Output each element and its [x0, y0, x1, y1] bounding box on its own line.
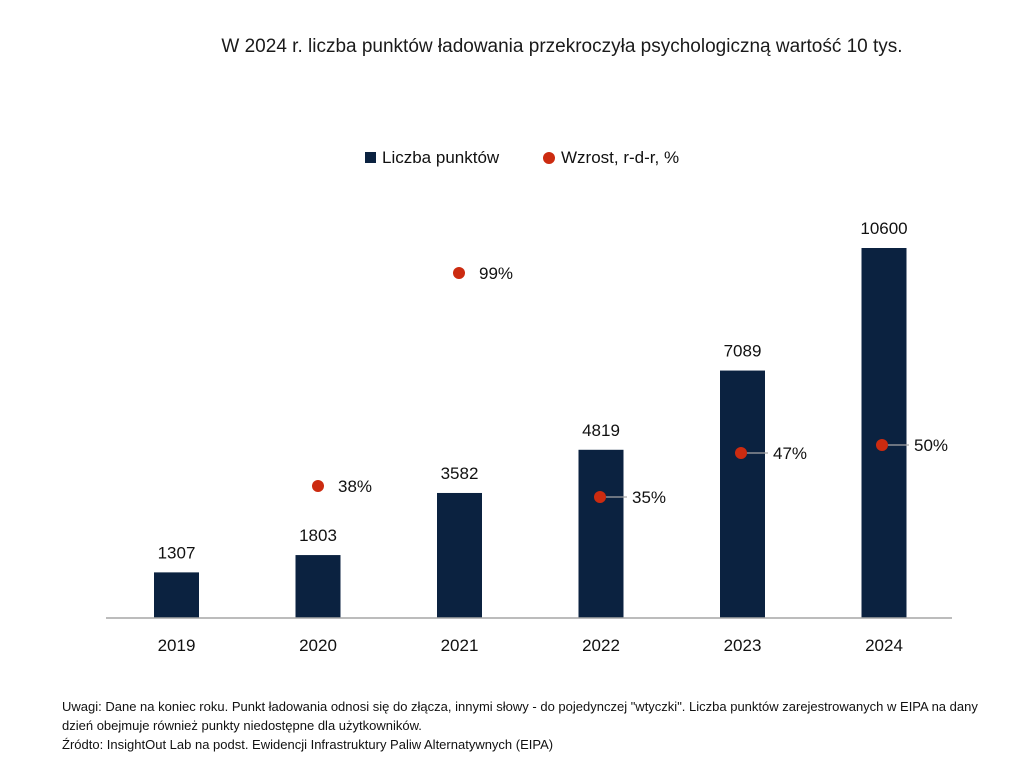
x-tick-2024: 2024 — [865, 636, 903, 655]
bar-2024 — [861, 248, 907, 618]
bar-label-2019: 1307 — [158, 543, 196, 562]
growth-label-2024: 50% — [914, 436, 948, 455]
chart-title: W 2024 r. liczba punktów ładowania przek… — [221, 36, 903, 57]
legend-bar-label: Liczba punktów — [382, 148, 500, 167]
bar-2022 — [578, 449, 624, 618]
legend-dot-label: Wzrost, r-d-r, % — [561, 148, 679, 167]
x-tick-2020: 2020 — [299, 636, 337, 655]
x-tick-2023: 2023 — [724, 636, 762, 655]
growth-dot-2023 — [735, 447, 747, 459]
bar-label-2021: 3582 — [441, 464, 479, 483]
bar-2019 — [154, 572, 199, 618]
bar-label-2020: 1803 — [299, 526, 337, 545]
growth-dot-2024 — [876, 439, 888, 451]
bar-2020 — [295, 555, 341, 618]
growth-label-2020: 38% — [338, 477, 372, 496]
growth-dot-2020 — [312, 480, 324, 492]
legend-dot-swatch — [543, 152, 555, 164]
growth-label-2022: 35% — [632, 488, 666, 507]
bar-2023 — [720, 370, 765, 618]
x-tick-2019: 2019 — [158, 636, 196, 655]
growth-label-2021: 99% — [479, 264, 513, 283]
notes-source: Źródto: InsightOut Lab na podst. Ewidenc… — [62, 737, 554, 752]
chart-canvas: Liczba punktów Wzrost, r-d-r, % 1307 2019 18… — [106, 148, 952, 655]
x-tick-2022: 2022 — [582, 636, 620, 655]
bar-2021 — [437, 492, 482, 618]
growth-label-2023: 47% — [773, 444, 807, 463]
x-tick-2021: 2021 — [441, 636, 479, 655]
bar-label-2024: 10600 — [860, 219, 907, 238]
growth-dot-2021 — [453, 267, 465, 279]
bar-label-2023: 7089 — [724, 342, 762, 361]
chart-notes: Uwagi: Dane na koniec roku. Punkt ładowa… — [62, 697, 992, 754]
notes-remark: Uwagi: Dane na koniec roku. Punkt ładowa… — [62, 699, 978, 733]
legend-bar-swatch — [365, 152, 376, 163]
growth-dot-2022 — [594, 491, 606, 503]
bar-label-2022: 4819 — [582, 421, 620, 440]
